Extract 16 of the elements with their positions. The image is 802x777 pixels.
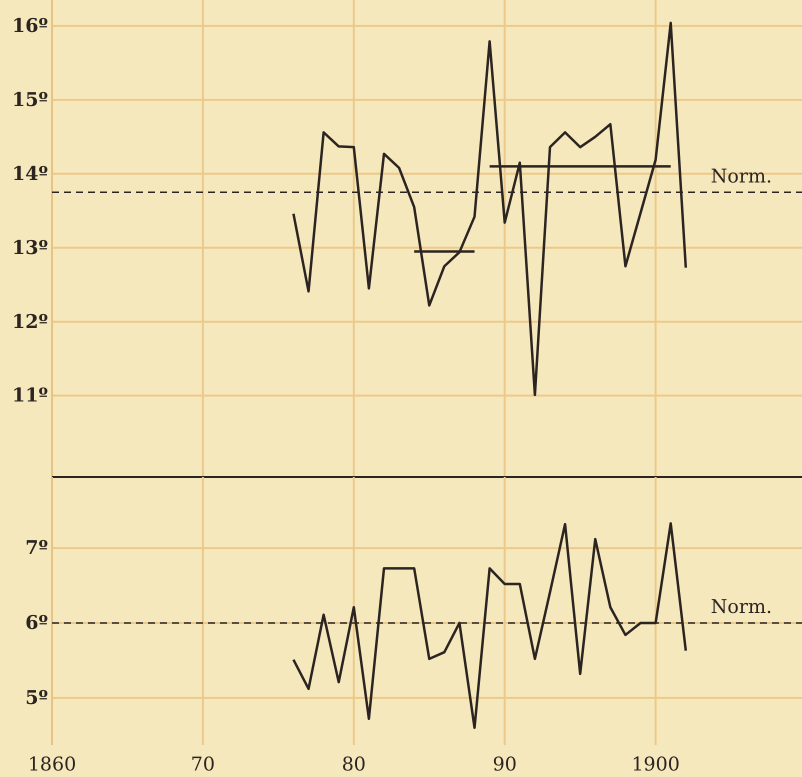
ref-line-label: Norm.: [710, 165, 772, 188]
ref-line-label: Norm.: [710, 596, 772, 618]
y-tick-label: 16º: [12, 14, 48, 37]
x-tick-label: 1900: [631, 753, 680, 776]
y-tick-label: 11º: [12, 384, 48, 407]
x-tick-label: 80: [342, 753, 366, 776]
y-tick-label: 15º: [12, 88, 48, 111]
x-tick-label: 70: [190, 753, 215, 776]
y-tick-label: 7º: [25, 537, 48, 560]
y-tick-label: 6º: [25, 612, 48, 634]
y-tick-label: 12º: [12, 310, 48, 333]
x-tick-label: 90: [492, 753, 517, 776]
y-tick-label: 14º: [12, 162, 48, 185]
y-tick-label: 13º: [12, 236, 48, 259]
x-tick-label: 1860: [28, 753, 76, 776]
y-tick-label: 5º: [25, 686, 48, 709]
